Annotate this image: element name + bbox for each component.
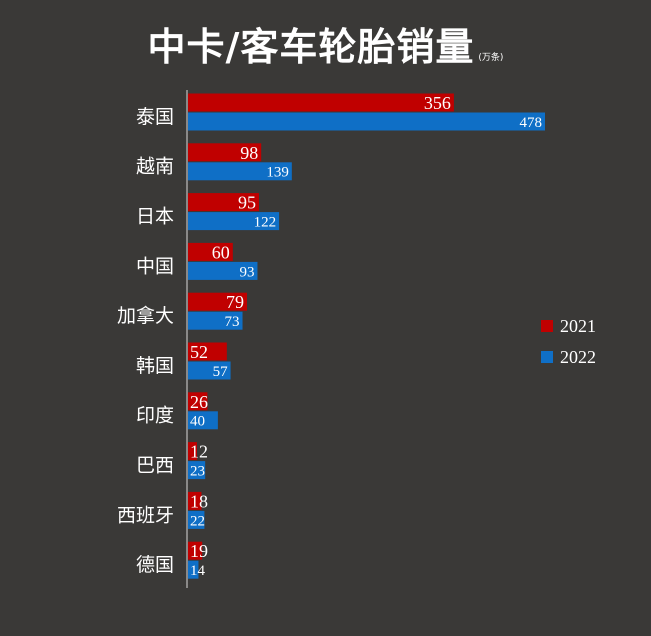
bar-2022	[188, 361, 231, 380]
category-label: 西班牙	[117, 504, 174, 526]
bar-2021	[188, 442, 197, 461]
bar-2022	[188, 162, 292, 181]
category-label: 越南	[136, 156, 174, 178]
bar-2021	[188, 491, 202, 510]
legend-label: 2022	[560, 347, 596, 367]
data-label: 93	[239, 264, 254, 280]
data-label: 98	[240, 143, 258, 163]
data-label: 40	[190, 414, 205, 430]
bar-2021	[188, 342, 227, 361]
bar-2022	[188, 311, 243, 330]
bar-2021	[188, 143, 262, 162]
bar-2021	[188, 541, 203, 560]
category-label: 日本	[136, 206, 174, 228]
data-label: 60	[212, 242, 230, 262]
legend: 2021 2022	[541, 316, 596, 367]
bar-2022	[188, 112, 545, 131]
bar-2021	[188, 193, 259, 212]
bar-2021	[188, 392, 208, 411]
data-label: 12	[190, 442, 208, 462]
category-label: 德国	[136, 554, 174, 576]
bar-2021	[188, 242, 233, 261]
data-label: 19	[190, 541, 208, 561]
data-label: 22	[190, 513, 205, 529]
data-label: 79	[226, 292, 244, 312]
labels-layer: 泰国 356 478 越南 98 139 日本 95 122 中国 60 93 加拿大 79 73 韩国 52 5…	[117, 93, 542, 579]
bar-2021	[188, 93, 454, 112]
bar-2022	[188, 212, 280, 231]
legend-swatch-2022	[541, 351, 553, 363]
category-label: 巴西	[136, 455, 174, 477]
bar-2022	[188, 261, 258, 280]
data-label: 356	[424, 93, 451, 113]
category-label: 印度	[136, 405, 174, 427]
data-label: 95	[238, 193, 256, 213]
bars-layer	[186, 90, 545, 588]
data-label: 139	[266, 165, 289, 181]
chart-title: 中卡/客车轮胎销量 (万条)	[0, 16, 651, 71]
chart-title-text: 中卡/客车轮胎销量	[147, 25, 475, 69]
data-label: 52	[190, 342, 208, 362]
legend-swatch-2021	[541, 320, 553, 332]
bar-2022	[188, 411, 218, 430]
category-label: 加拿大	[117, 304, 174, 327]
chart-unit-label: (万条)	[478, 53, 504, 63]
bar-2022	[188, 461, 206, 480]
legend-label: 2021	[560, 316, 596, 336]
bar-2021	[188, 292, 248, 311]
category-label: 中国	[136, 255, 174, 277]
data-label: 14	[190, 563, 206, 579]
bar-2022	[188, 510, 205, 529]
category-label: 韩国	[136, 355, 174, 377]
data-label: 26	[190, 392, 208, 412]
data-label: 478	[520, 115, 543, 131]
data-label: 57	[213, 364, 229, 380]
bar-2022	[188, 560, 199, 579]
category-label: 泰国	[136, 106, 174, 128]
data-label: 73	[225, 314, 240, 330]
data-label: 18	[190, 491, 208, 511]
data-label: 23	[190, 464, 205, 480]
data-label: 122	[254, 215, 277, 231]
